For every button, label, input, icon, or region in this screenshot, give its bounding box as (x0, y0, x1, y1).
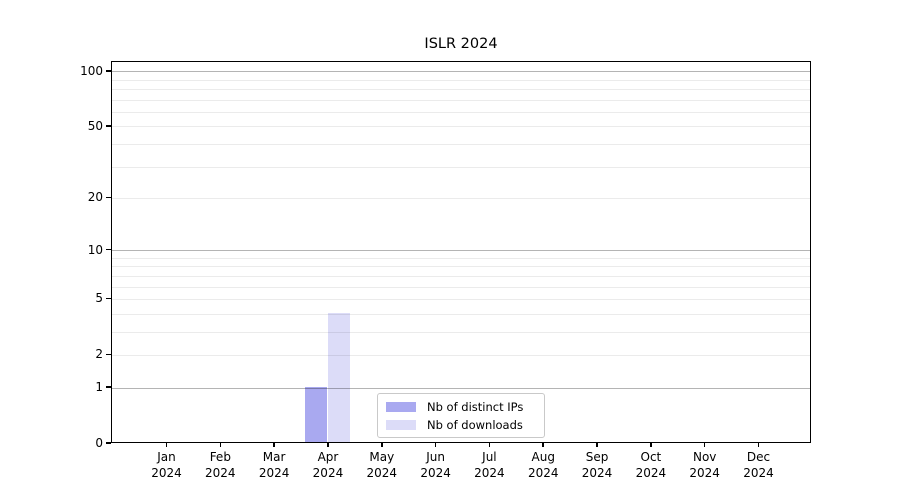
y-tick-mark (106, 353, 111, 356)
major-gridline (112, 250, 810, 252)
minor-gridline (112, 354, 810, 356)
minor-gridline (112, 257, 810, 259)
minor-gridline (112, 275, 810, 277)
y-tick-label: 100 (80, 63, 103, 78)
x-tick-mark (542, 443, 544, 447)
y-tick-mark (106, 442, 111, 444)
y-tick-label: 0 (95, 436, 103, 450)
minor-gridline (112, 143, 810, 145)
legend-label-downloads: Nb of downloads (427, 418, 523, 432)
bar-nb-of-distinct-ips-apr-2024 (304, 386, 327, 443)
legend: Nb of distinct IPs Nb of downloads (377, 393, 545, 438)
minor-gridline (112, 99, 810, 101)
minor-gridline (112, 111, 810, 113)
legend-label-distinct-ips: Nb of distinct IPs (427, 400, 524, 414)
x-tick-label: Apr 2024 (312, 450, 344, 480)
x-tick-mark (219, 443, 222, 447)
y-tick-label: 50 (87, 118, 103, 133)
minor-gridline (112, 126, 810, 128)
minor-gridline (112, 331, 810, 333)
x-tick-mark (434, 443, 437, 447)
x-tick-label: Jul 2024 (474, 450, 505, 480)
minor-gridline (112, 197, 810, 199)
legend-swatch-distinct-ips (386, 402, 416, 412)
x-tick-label: Feb 2024 (205, 450, 236, 480)
x-tick-label: Jun 2024 (420, 450, 451, 480)
y-tick-mark (106, 248, 111, 251)
x-tick-mark (703, 443, 706, 447)
y-tick-mark (106, 125, 111, 127)
chart-title: ISLR 2024 (424, 36, 498, 52)
minor-gridline (112, 313, 810, 315)
x-tick-label: May 2024 (366, 450, 398, 480)
x-tick-mark (650, 443, 652, 447)
x-tick-mark (381, 443, 383, 447)
major-gridline (112, 387, 810, 389)
major-gridline (112, 71, 810, 73)
x-tick-label: Jan 2024 (151, 450, 182, 480)
x-tick-mark (273, 443, 275, 447)
x-tick-label: Mar 2024 (258, 450, 290, 480)
plot-area (111, 61, 811, 443)
x-tick-mark (327, 443, 329, 447)
y-tick-label: 1 (95, 380, 103, 395)
minor-gridline (112, 286, 810, 288)
y-tick-label: 20 (87, 190, 103, 205)
x-tick-label: Dec 2024 (743, 450, 774, 480)
x-tick-label: Aug 2024 (527, 450, 559, 480)
y-tick-mark (106, 196, 111, 199)
x-tick-label: Oct 2024 (635, 450, 667, 480)
minor-gridline (112, 79, 810, 81)
legend-item-distinct-ips: Nb of distinct IPs (386, 399, 536, 415)
y-tick-label: 10 (87, 242, 103, 257)
y-tick-label: 5 (95, 291, 103, 306)
minor-gridline (112, 266, 810, 268)
legend-item-downloads: Nb of downloads (386, 417, 536, 433)
y-tick-mark (106, 70, 111, 72)
bar-nb-of-downloads-apr-2024 (327, 312, 350, 443)
minor-gridline (112, 89, 810, 91)
minor-gridline (112, 166, 810, 168)
x-tick-mark (757, 443, 760, 447)
minor-gridline (112, 298, 810, 300)
x-tick-label: Sep 2024 (581, 450, 613, 480)
y-tick-mark (106, 386, 111, 388)
x-tick-mark (488, 443, 491, 447)
y-tick-mark (106, 297, 111, 300)
x-tick-mark (596, 443, 598, 447)
x-tick-label: Nov 2024 (689, 450, 720, 480)
x-tick-mark (165, 443, 168, 447)
legend-swatch-downloads (386, 420, 416, 430)
y-tick-label: 2 (95, 347, 103, 362)
